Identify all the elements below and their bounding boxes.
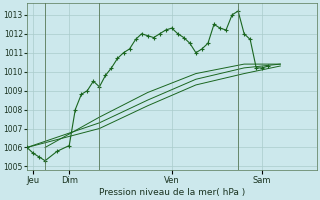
X-axis label: Pression niveau de la mer( hPa ): Pression niveau de la mer( hPa ) <box>99 188 245 197</box>
